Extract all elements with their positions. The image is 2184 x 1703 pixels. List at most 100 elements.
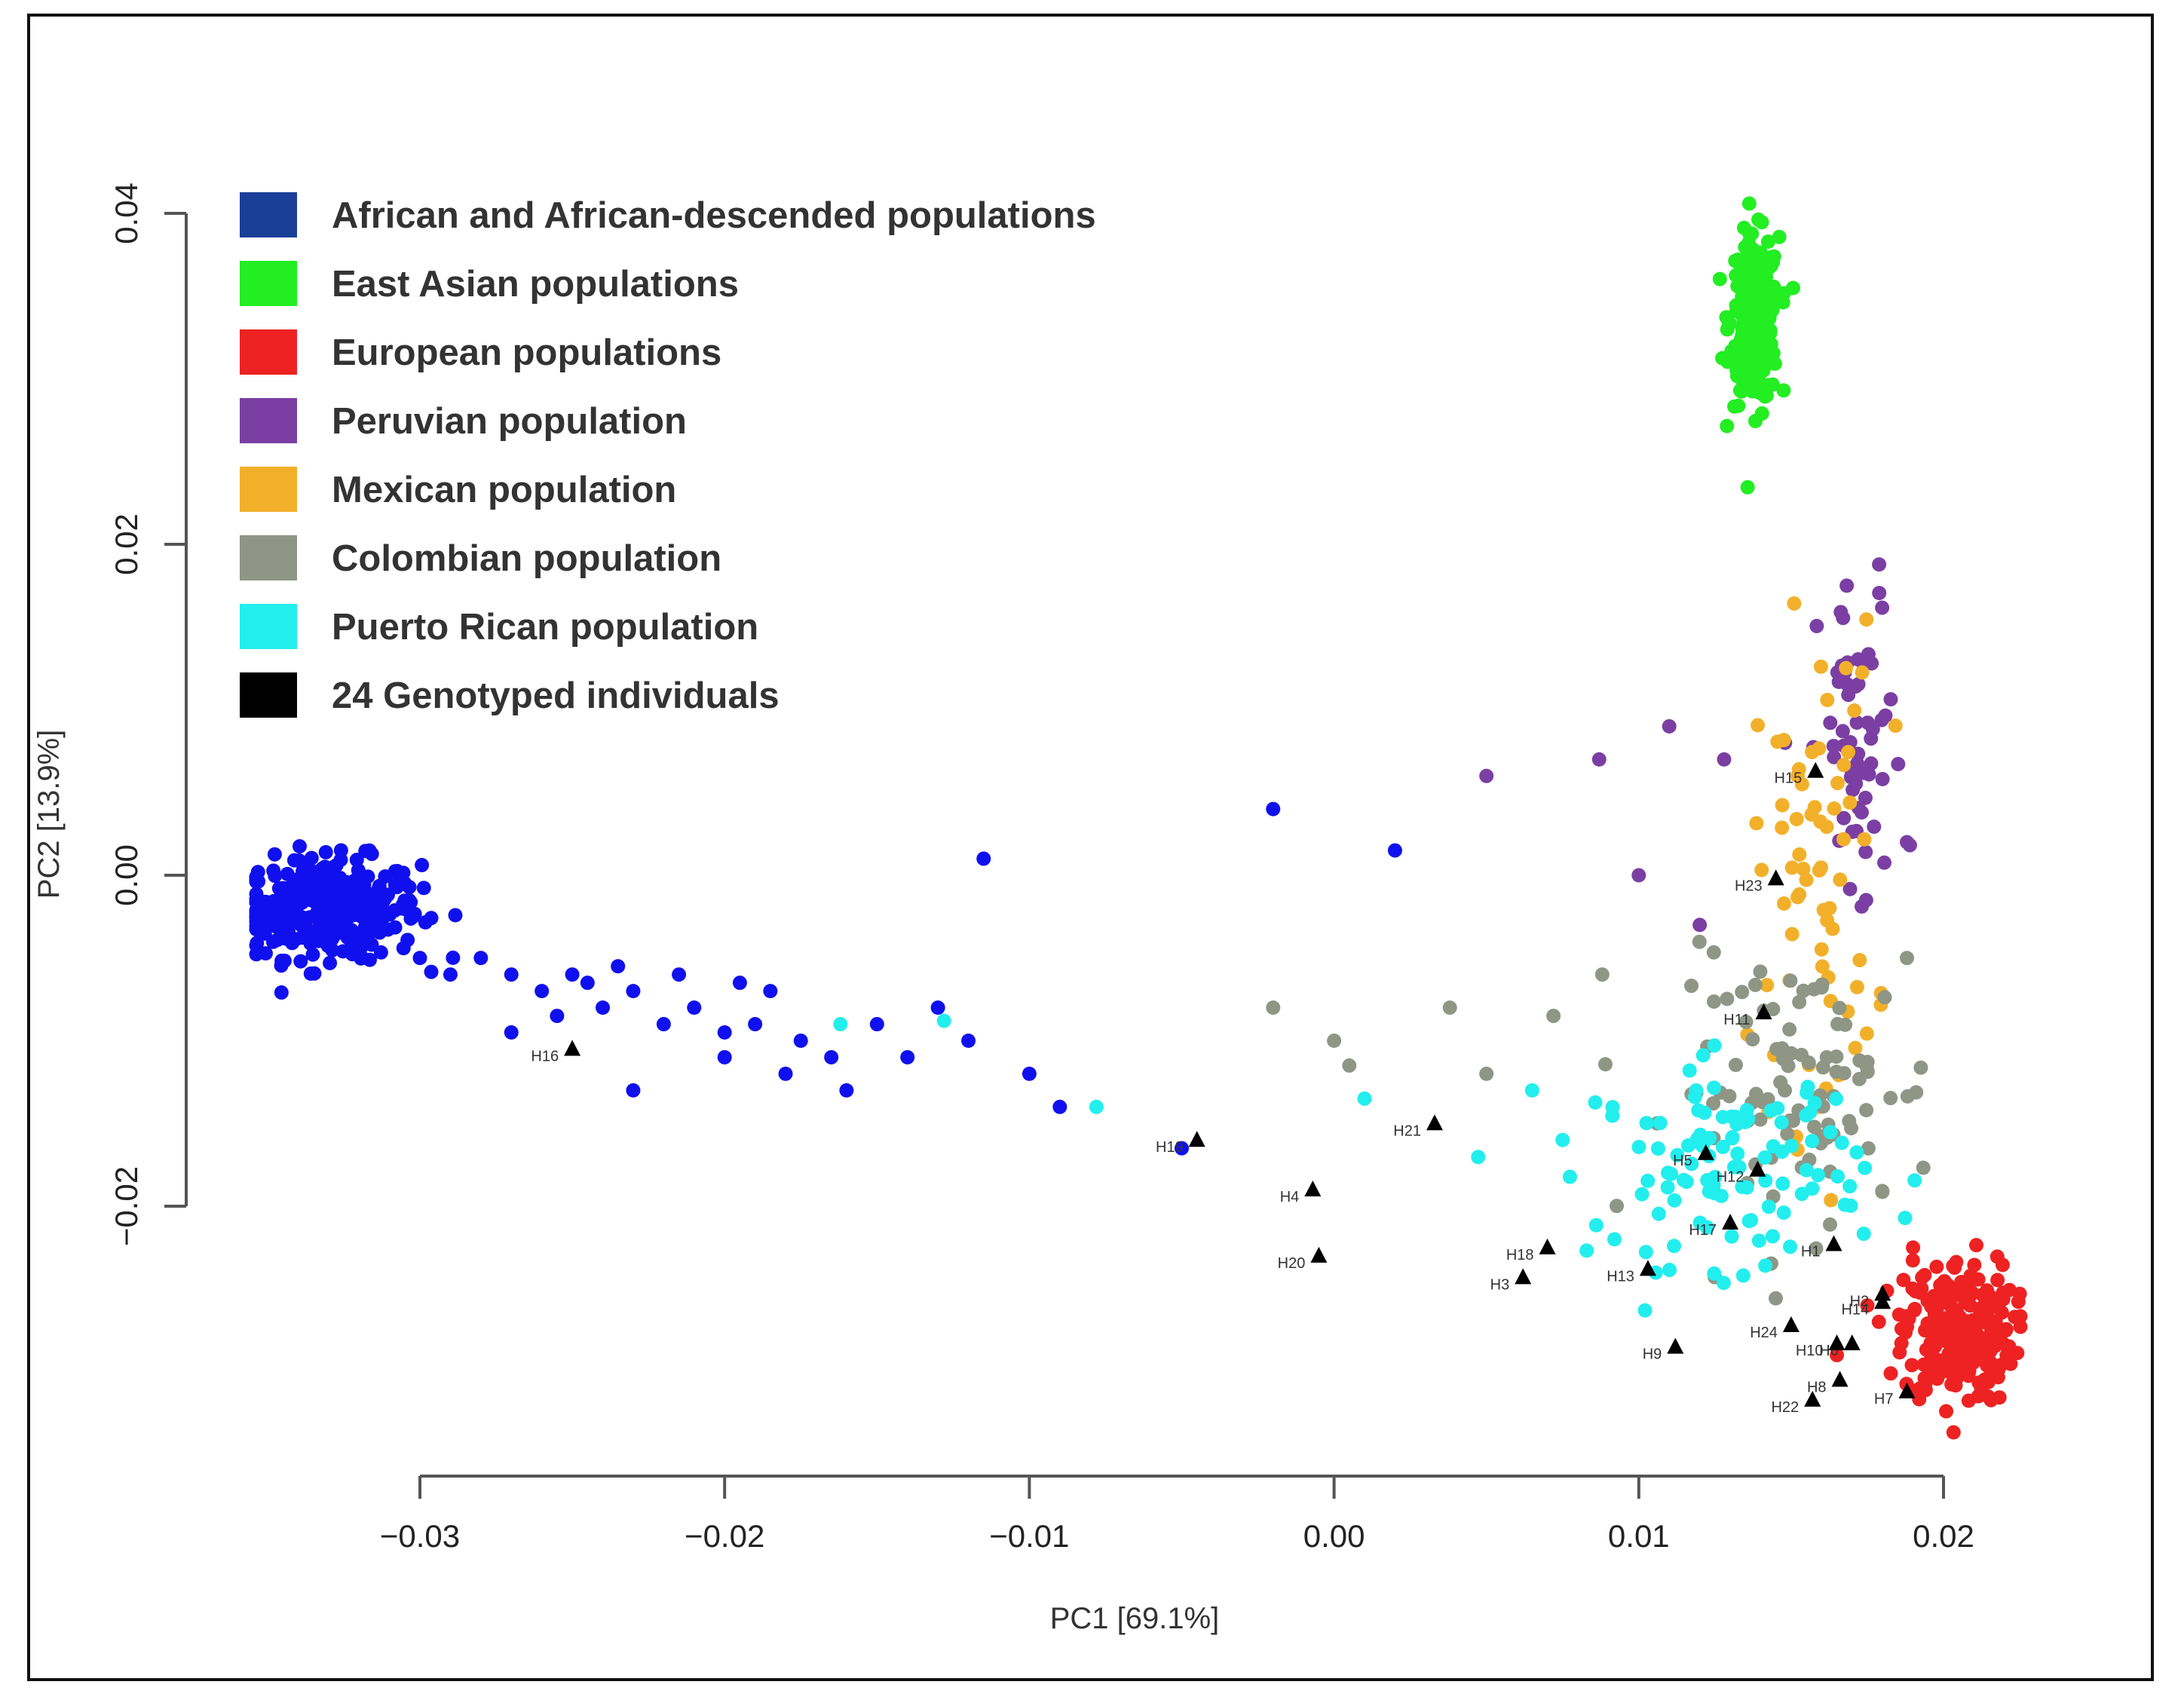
data-point	[1775, 798, 1790, 813]
genotyped-label: H1	[1801, 1243, 1821, 1260]
data-point	[1899, 835, 1914, 850]
data-point	[1751, 718, 1766, 733]
data-point	[424, 964, 439, 979]
data-point	[1758, 1173, 1773, 1188]
data-point	[446, 950, 461, 965]
data-point	[1913, 1060, 1928, 1075]
data-point	[1667, 1239, 1682, 1254]
data-point	[1986, 1316, 2002, 1331]
data-point	[1983, 1363, 1999, 1378]
data-point	[270, 933, 285, 948]
genotyped-label: H20	[1278, 1255, 1306, 1272]
data-point	[276, 890, 291, 905]
data-point	[596, 1000, 611, 1015]
genotyped-label: H10	[1796, 1343, 1824, 1359]
data-point	[1787, 596, 1802, 611]
data-point	[1442, 1000, 1457, 1015]
genotyped-label: H24	[1750, 1325, 1778, 1341]
data-point	[1883, 1366, 1898, 1381]
data-point	[1724, 1229, 1739, 1244]
data-point	[351, 879, 366, 894]
data-point	[1744, 1213, 1759, 1228]
data-point	[1799, 872, 1814, 887]
data-point	[1776, 1205, 1791, 1221]
data-point	[1819, 1050, 1834, 1065]
data-point	[1872, 586, 1887, 601]
data-point	[1876, 855, 1891, 870]
legend-label: Colombian population	[332, 538, 721, 579]
data-point	[1830, 776, 1846, 791]
data-point	[1823, 715, 1838, 731]
data-point	[1907, 1301, 1922, 1316]
data-point	[1839, 677, 1855, 692]
data-point	[1716, 1276, 1731, 1291]
data-point	[1717, 752, 1732, 767]
data-point	[314, 930, 329, 945]
data-point	[1735, 1179, 1750, 1194]
genotyped-marker	[564, 1040, 581, 1056]
data-point	[1697, 1105, 1712, 1120]
data-point	[1805, 1134, 1820, 1149]
data-point	[1720, 418, 1735, 433]
data-point	[1790, 890, 1806, 905]
data-point	[1906, 1240, 1921, 1255]
data-point	[1664, 1166, 1679, 1181]
data-point	[333, 853, 348, 868]
data-point	[1858, 844, 1873, 859]
data-point	[364, 847, 379, 862]
data-point	[763, 984, 778, 999]
legend-label: European populations	[332, 332, 721, 373]
data-point	[1767, 356, 1782, 371]
genotyped-label: H14	[1841, 1301, 1869, 1318]
genotyped-label: H18	[1506, 1247, 1534, 1263]
data-point	[1757, 389, 1772, 404]
data-point	[1754, 245, 1769, 260]
data-point	[656, 1017, 671, 1032]
x-tick-label: −0.03	[380, 1518, 460, 1554]
data-point	[1052, 1099, 1067, 1114]
data-point	[626, 984, 641, 999]
data-point	[1776, 383, 1791, 398]
data-point	[1266, 1000, 1281, 1015]
data-point	[1799, 1108, 1814, 1123]
data-point	[1706, 1080, 1721, 1095]
y-tick-label: 0.04	[109, 182, 144, 244]
data-point	[303, 966, 318, 982]
data-point	[550, 1009, 565, 1024]
data-point	[1479, 1066, 1494, 1081]
data-point	[1800, 1085, 1815, 1100]
data-point	[280, 866, 295, 881]
data-point	[900, 1049, 915, 1064]
genotyped-label: H15	[1775, 770, 1803, 787]
data-point	[364, 915, 379, 930]
data-point	[323, 913, 338, 928]
legend-label: African and African-descended population…	[332, 195, 1096, 236]
data-point	[402, 880, 417, 895]
genotyped-marker	[1874, 1293, 1891, 1309]
data-point	[1743, 357, 1758, 372]
genotyped-label: H21	[1393, 1123, 1421, 1139]
data-point	[1916, 1357, 1931, 1372]
data-point	[1562, 1169, 1577, 1184]
data-point	[1822, 901, 1837, 916]
data-point	[611, 959, 626, 974]
data-point	[1809, 1241, 1824, 1256]
data-point	[1651, 1206, 1666, 1221]
data-point	[320, 901, 335, 916]
data-point	[1865, 721, 1880, 737]
data-point	[1667, 1193, 1682, 1208]
data-point	[1971, 1272, 1986, 1287]
genotyped-label: H3	[1490, 1276, 1510, 1293]
genotyped-label: H16	[531, 1048, 559, 1064]
data-point	[1920, 1294, 1935, 1309]
genotyped-marker	[1667, 1337, 1684, 1354]
data-point	[364, 937, 379, 952]
data-point	[1871, 1314, 1886, 1329]
data-point	[1739, 1102, 1754, 1117]
data-point	[249, 908, 264, 923]
data-point	[1783, 973, 1798, 988]
data-point	[1909, 1085, 1924, 1100]
data-point	[1597, 1057, 1613, 1072]
data-point	[1943, 1309, 1958, 1325]
data-point	[1266, 801, 1281, 816]
